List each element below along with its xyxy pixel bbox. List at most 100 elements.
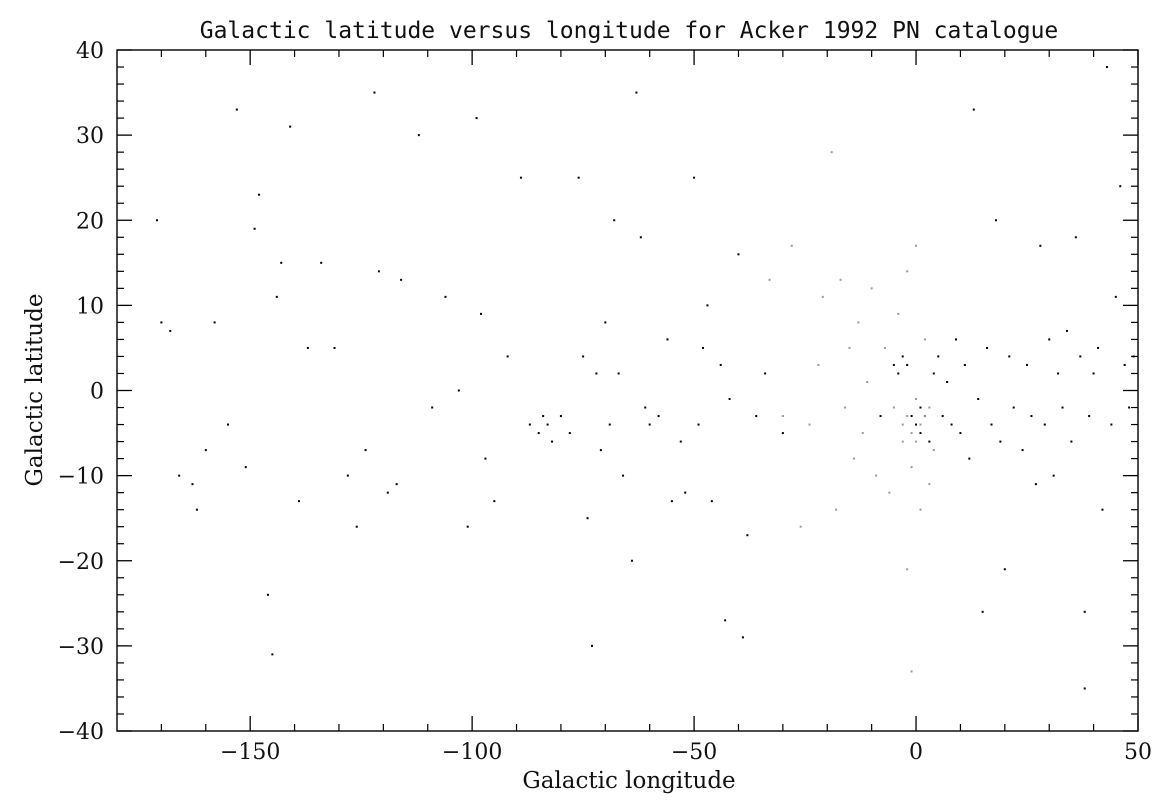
data-point [928,483,931,486]
data-point [178,474,181,477]
data-point [306,346,309,349]
data-point [519,176,522,179]
data-point [679,440,682,443]
data-point [1034,483,1037,486]
data-point [919,423,922,426]
data-point [839,278,842,281]
data-point [799,525,802,528]
data-point [906,270,909,273]
data-point [635,91,638,94]
data-point [892,406,895,409]
data-point [990,423,993,426]
data-point [968,457,971,460]
data-point [395,483,398,486]
data-point [160,321,163,324]
data-point [586,517,589,520]
data-point [333,346,336,349]
data-point [915,440,918,443]
x-tick-label: 0 [909,740,923,765]
data-point [506,355,509,358]
data-point [977,398,980,401]
data-point [1057,372,1060,375]
y-tick-label: 20 [76,209,104,234]
data-point [1052,474,1055,477]
data-point [1003,568,1006,571]
data-point [590,644,593,647]
data-point [493,500,496,503]
y-tick-label: 30 [76,124,104,149]
data-point [244,466,247,469]
data-point [431,406,434,409]
data-point [994,219,997,222]
data-point [355,525,358,528]
data-point [710,500,713,503]
data-point [582,355,585,358]
data-point [941,415,944,418]
data-point [866,380,869,383]
data-point [946,380,949,383]
x-tick-labels: −150 −100 −50 0 50 [220,740,1152,765]
data-point [386,491,389,494]
y-tick-labels: −40 −30 −20 −10 0 10 20 30 40 [58,39,104,745]
data-point [923,415,926,418]
data-point [1061,406,1064,409]
data-point [551,440,554,443]
data-point [639,236,642,239]
data-point [790,244,793,247]
data-point [537,432,540,435]
data-point [599,449,602,452]
y-tick-label: 0 [90,380,104,405]
data-point [253,227,256,230]
data-point [755,415,758,418]
data-point [901,423,904,426]
data-point [954,338,957,341]
data-point [191,483,194,486]
data-point [1039,244,1042,247]
data-point [1119,185,1122,188]
data-point [1092,372,1095,375]
data-point [604,321,607,324]
data-point [1021,449,1024,452]
x-tick-label: −150 [220,740,280,765]
data-point [817,363,820,366]
data-point [373,91,376,94]
data-point [568,432,571,435]
data-point [1083,687,1086,690]
data-point [741,636,744,639]
data-point [1065,329,1068,332]
data-point [271,653,274,656]
data-point [484,457,487,460]
data-point [986,346,989,349]
data-point [1097,346,1100,349]
data-point [480,312,483,315]
data-point [670,500,673,503]
data-point [1101,508,1104,511]
data-point [910,466,913,469]
data-point [697,423,700,426]
y-tick-label: −20 [58,550,104,575]
data-point [746,534,749,537]
data-point [844,406,847,409]
data-point [648,423,651,426]
data-point [1083,610,1086,613]
data-point [706,304,709,307]
data-point [888,491,891,494]
data-point [897,372,900,375]
data-point [875,474,878,477]
data-point [764,372,767,375]
data-point [457,389,460,392]
data-point [684,491,687,494]
data-point [937,355,940,358]
data-point [657,415,660,418]
data-point [466,525,469,528]
data-point [1128,406,1131,409]
data-point [906,363,909,366]
y-tick-label: −10 [58,465,104,490]
x-tick-label: −50 [671,740,717,765]
data-point [852,457,855,460]
data-point [808,423,811,426]
data-point [719,363,722,366]
data-point [897,312,900,315]
data-point [1048,338,1051,341]
